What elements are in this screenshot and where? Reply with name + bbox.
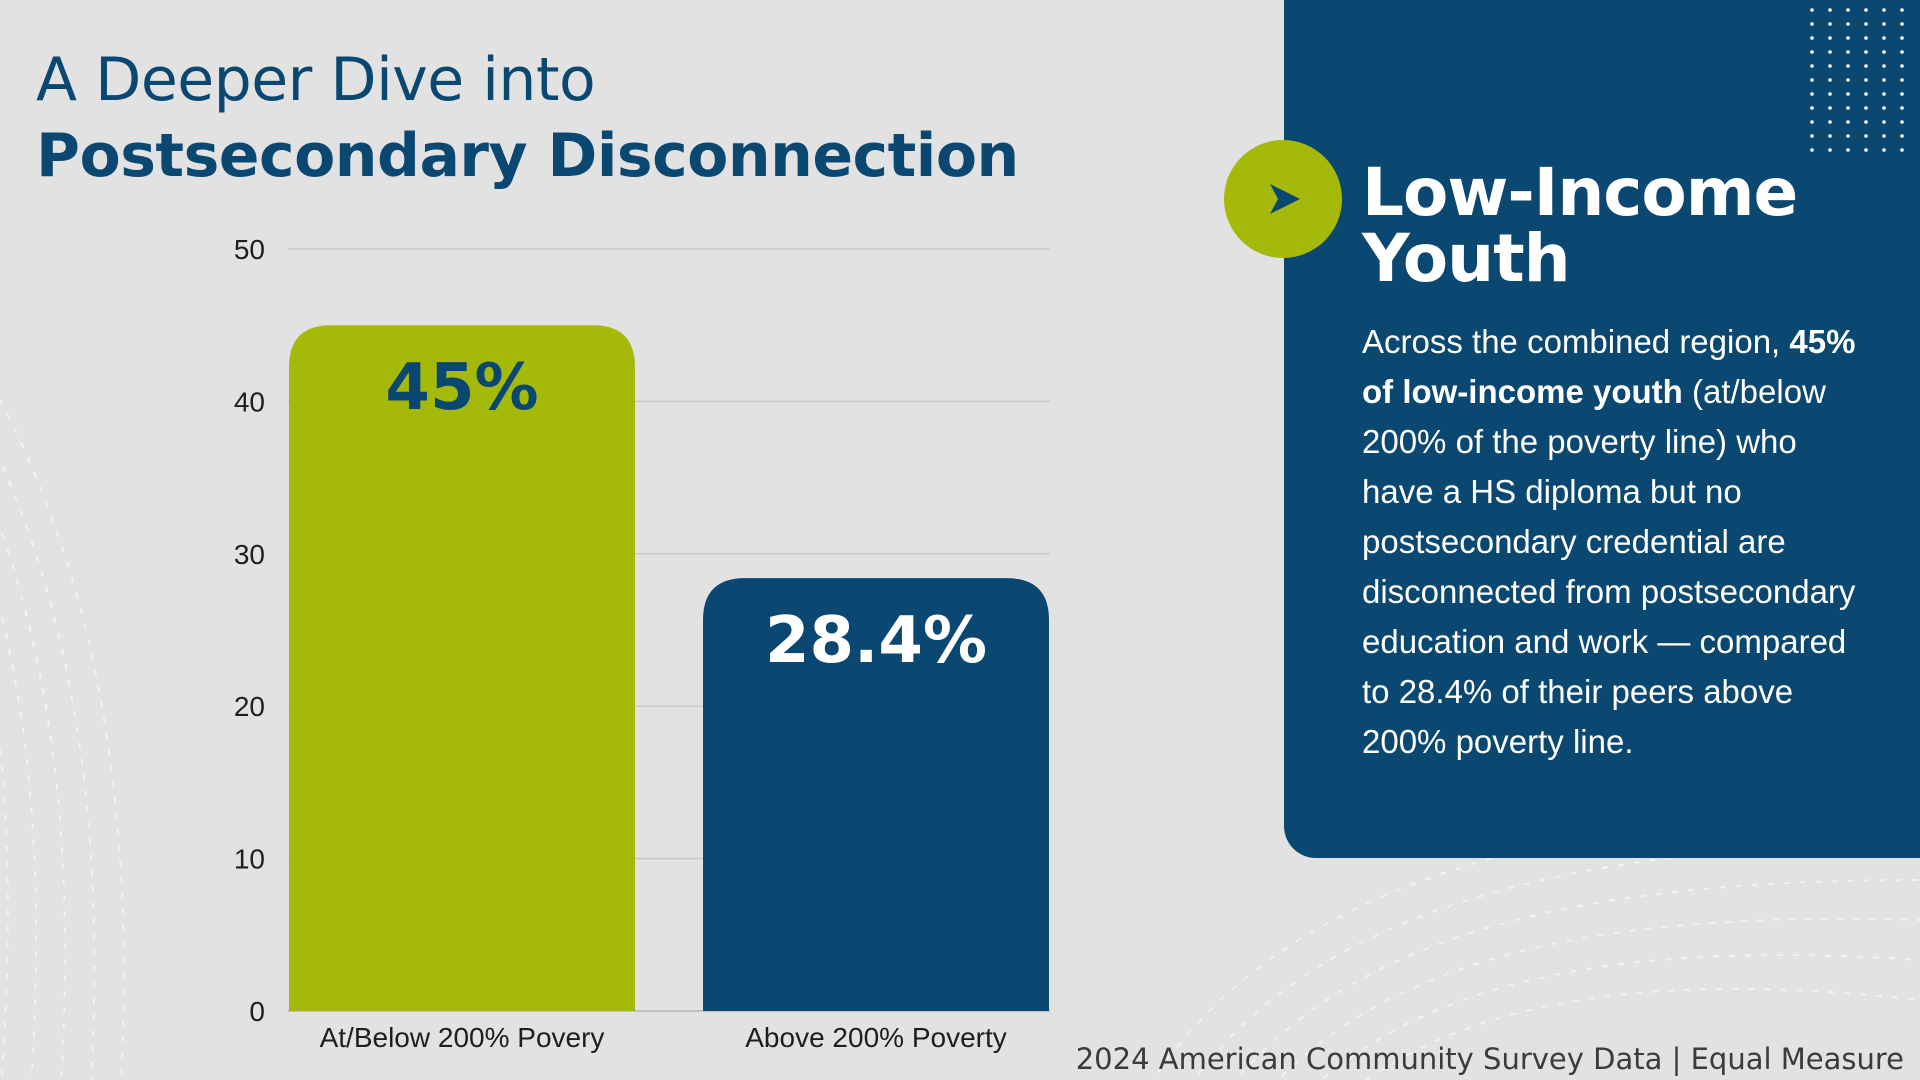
panel-body-highlight: 45% of low-income youth <box>1362 323 1856 410</box>
bar <box>703 578 1049 1011</box>
panel-heading-line-1: Low-Income <box>1362 154 1798 231</box>
y-tick-label: 20 <box>234 691 265 722</box>
decor-dot <box>1900 50 1904 54</box>
decor-dot <box>1846 8 1850 12</box>
decor-dot <box>1846 106 1850 110</box>
decor-dot <box>1846 22 1850 26</box>
decor-dot <box>1882 92 1886 96</box>
decor-dot <box>1810 92 1814 96</box>
decor-dot <box>1864 36 1868 40</box>
decor-dot <box>1882 148 1886 152</box>
panel-body-intro: Across the combined region, <box>1362 323 1781 360</box>
decor-dot <box>1846 64 1850 68</box>
decor-dot <box>1882 120 1886 124</box>
decor-dot <box>1846 120 1850 124</box>
decor-dot <box>1900 78 1904 82</box>
decor-dot <box>1900 148 1904 152</box>
play-icon <box>1270 184 1300 214</box>
decor-dot <box>1882 50 1886 54</box>
play-badge <box>1224 140 1342 258</box>
decor-dot <box>1810 36 1814 40</box>
decor-dot <box>1810 64 1814 68</box>
decor-dot <box>1882 106 1886 110</box>
page-title: A Deeper Dive into Postsecondary Disconn… <box>36 38 1019 190</box>
decor-dot <box>1828 106 1832 110</box>
decor-dot <box>1882 8 1886 12</box>
decor-dot <box>1900 134 1904 138</box>
decor-dot <box>1810 134 1814 138</box>
decor-dot <box>1846 92 1850 96</box>
decor-dot <box>1900 106 1904 110</box>
decor-dot <box>1882 36 1886 40</box>
panel-body-rest: (at/below 200% of the poverty line) who … <box>1362 373 1856 760</box>
decor-dot <box>1882 64 1886 68</box>
decor-dot <box>1864 134 1868 138</box>
decor-dot <box>1810 22 1814 26</box>
decor-dot <box>1864 22 1868 26</box>
decor-dot <box>1864 64 1868 68</box>
x-category-label: At/Below 200% Povery <box>320 1022 605 1053</box>
decor-dot <box>1810 78 1814 82</box>
title-line-2: Postsecondary Disconnection <box>36 121 1019 191</box>
decor-dot <box>1828 22 1832 26</box>
y-tick-label: 10 <box>234 844 265 875</box>
source-caption: 2024 American Community Survey Data | Eq… <box>1075 1042 1904 1076</box>
decor-dot <box>1828 64 1832 68</box>
y-tick-label: 0 <box>249 996 265 1027</box>
decor-dot <box>1828 134 1832 138</box>
decor-dot <box>1828 36 1832 40</box>
title-line-1: A Deeper Dive into <box>36 45 596 115</box>
decor-dot <box>1882 134 1886 138</box>
decor-dot <box>1810 50 1814 54</box>
decor-dot <box>1864 50 1868 54</box>
decor-dot <box>1864 78 1868 82</box>
info-panel <box>1284 0 1920 858</box>
decor-dot <box>1864 106 1868 110</box>
decor-dot <box>1828 8 1832 12</box>
bar-data-label: 28.4% <box>765 604 987 678</box>
decor-dot <box>1900 36 1904 40</box>
panel-heading: Low-Income Youth <box>1362 160 1882 292</box>
decor-dot <box>1828 92 1832 96</box>
y-tick-label: 30 <box>234 539 265 570</box>
dot-grid-decoration <box>1810 8 1904 152</box>
decor-dot <box>1900 8 1904 12</box>
decor-dot <box>1828 120 1832 124</box>
decor-dot <box>1864 120 1868 124</box>
y-tick-label: 50 <box>234 234 265 265</box>
decor-dot <box>1846 36 1850 40</box>
decor-dot <box>1900 120 1904 124</box>
decor-dot <box>1810 120 1814 124</box>
decor-dot <box>1864 148 1868 152</box>
decor-dot <box>1900 92 1904 96</box>
y-tick-label: 40 <box>234 386 265 417</box>
decor-dot <box>1828 148 1832 152</box>
decor-dot <box>1846 78 1850 82</box>
bar-data-label: 45% <box>385 351 538 425</box>
decor-dot <box>1900 22 1904 26</box>
panel-heading-line-2: Youth <box>1362 220 1571 297</box>
decor-dot <box>1810 8 1814 12</box>
panel-body: Across the combined region, 45% of low-i… <box>1362 317 1862 767</box>
decor-dot <box>1882 22 1886 26</box>
decor-dot <box>1846 134 1850 138</box>
decor-dot <box>1846 50 1850 54</box>
decor-dot <box>1828 50 1832 54</box>
decor-dot <box>1828 78 1832 82</box>
decor-dot <box>1846 148 1850 152</box>
decor-dot <box>1810 106 1814 110</box>
x-category-label: Above 200% Poverty <box>745 1022 1007 1053</box>
decor-dot <box>1864 92 1868 96</box>
bar <box>289 325 635 1011</box>
decor-dot <box>1882 78 1886 82</box>
decor-dot <box>1810 148 1814 152</box>
decor-dot <box>1864 8 1868 12</box>
decor-dot <box>1900 64 1904 68</box>
